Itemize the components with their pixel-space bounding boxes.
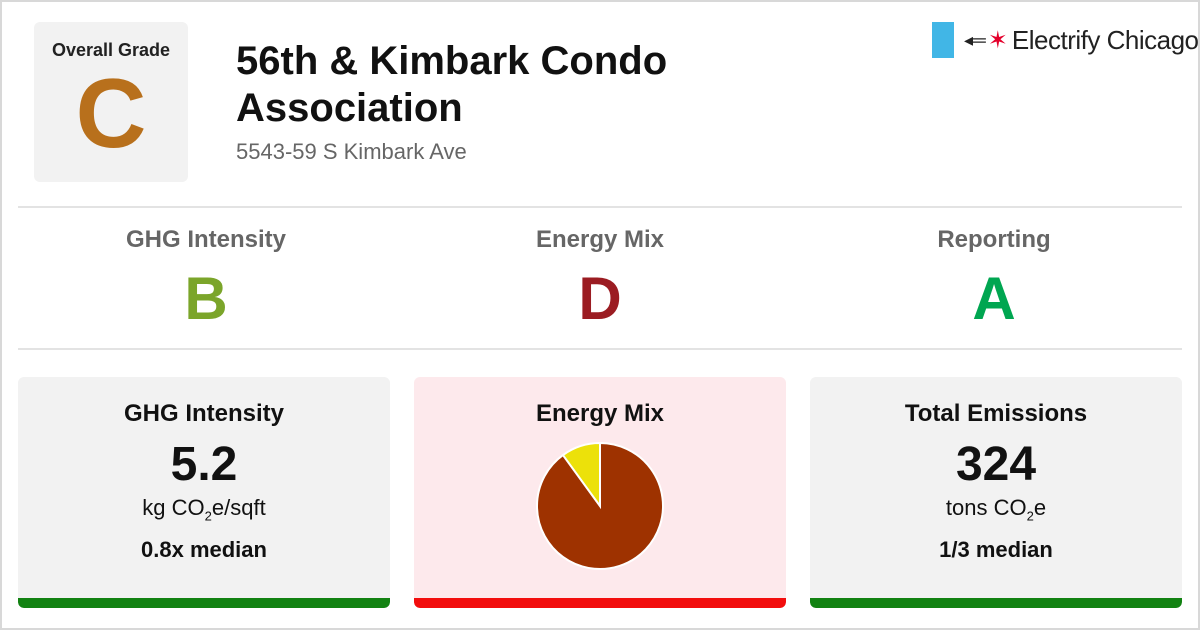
total-emissions-unit: tons CO2e — [945, 495, 1047, 524]
star-icon: ✶ — [987, 26, 1008, 54]
plug-icon: ◂═ — [964, 29, 986, 50]
subgrade-reporting: Reporting A — [804, 226, 1184, 330]
status-bar — [414, 598, 786, 608]
subgrade-label: GHG Intensity — [125, 226, 287, 253]
total-emissions-median-comparison: 1/3 median — [939, 537, 1053, 563]
ghg-intensity-unit: kg CO2e/sqft — [142, 495, 266, 524]
building-name: 56th & Kimbark Condo Association — [236, 39, 668, 130]
card-title: GHG Intensity — [123, 400, 285, 427]
pie-slice — [561, 441, 601, 510]
ghg-intensity-card: GHG Intensity 5.2 kg CO2e/sqft 0.8x medi… — [18, 377, 390, 608]
divider — [18, 206, 1182, 208]
total-emissions-value: 324 — [955, 438, 1037, 491]
status-bar — [810, 598, 1182, 608]
energy-mix-pie-chart — [536, 441, 664, 570]
card-title: Energy Mix — [535, 400, 665, 427]
subgrade-label: Reporting — [937, 226, 1051, 253]
chicago-flag-icon — [932, 22, 954, 58]
divider — [18, 348, 1182, 350]
ghg-intensity-median-comparison: 0.8x median — [141, 537, 267, 563]
total-emissions-card: Total Emissions 324 tons CO2e 1/3 median — [810, 377, 1182, 608]
overall-grade-label: Overall Grade — [51, 40, 171, 60]
subgrade-label: Energy Mix — [535, 226, 665, 253]
subgrade-letter: B — [184, 265, 228, 332]
card-title: Total Emissions — [904, 400, 1088, 427]
subgrade-energy-mix: Energy Mix D — [410, 226, 790, 330]
brand-name: Electrify Chicago — [1011, 24, 1199, 55]
status-bar — [18, 598, 390, 608]
brand-logo[interactable]: ◂═ ✶ Electrify Chicago — [932, 22, 1199, 58]
subgrade-letter: A — [972, 265, 1016, 332]
ghg-intensity-value: 5.2 — [170, 438, 238, 491]
energy-mix-card: Energy Mix — [414, 377, 786, 608]
overall-grade-letter: C — [75, 58, 147, 168]
building-address: 5543-59 S Kimbark Ave — [236, 139, 467, 164]
subgrade-letter: D — [578, 265, 622, 332]
subgrade-ghg: GHG Intensity B — [16, 226, 396, 330]
overall-grade-box: Overall Grade C — [34, 22, 188, 182]
